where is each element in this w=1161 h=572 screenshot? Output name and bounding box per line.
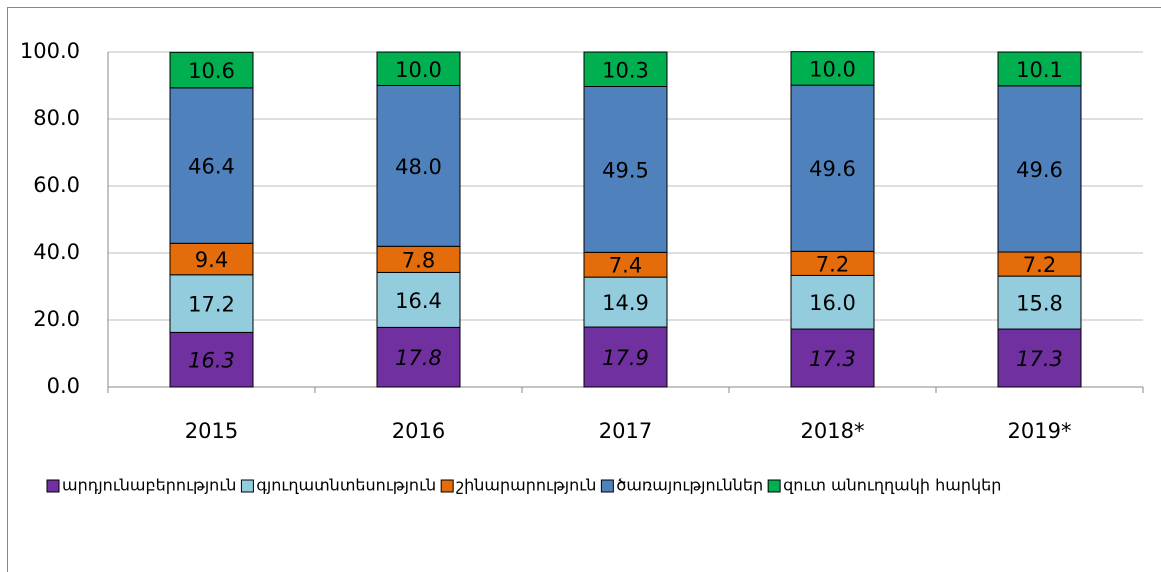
bar-segment [376, 326, 461, 388]
legend-label: շինարարություն [456, 476, 596, 495]
bar-segment [376, 271, 461, 328]
value-label: 17.8 [395, 346, 442, 370]
bar-segment [169, 87, 254, 244]
x-tick-label: 2015 [185, 419, 238, 443]
bar-segment [376, 85, 461, 247]
value-label: 10.1 [1016, 58, 1063, 82]
bar-segment [790, 84, 875, 252]
bar-segment [583, 86, 668, 253]
y-tick-label: 100.0 [20, 39, 80, 63]
x-tick-label: 2016 [392, 419, 445, 443]
value-label: 17.3 [1016, 347, 1063, 371]
value-label: 17.2 [188, 293, 235, 317]
value-label: 17.3 [809, 347, 856, 371]
value-label: 46.4 [188, 155, 235, 179]
value-label: 7.8 [402, 248, 435, 272]
value-label: 10.0 [809, 57, 856, 81]
bar-segment [583, 251, 668, 278]
legend-swatch [600, 479, 614, 493]
chart-border [7, 7, 1161, 572]
bar-segment [169, 51, 254, 89]
legend-swatch [440, 479, 454, 493]
bar-segment [169, 242, 254, 276]
y-tick-label: 0.0 [47, 374, 80, 398]
y-tick-label: 80.0 [33, 106, 80, 130]
bar-segment [997, 51, 1082, 87]
value-label: 15.8 [1016, 292, 1063, 316]
value-label: 16.0 [809, 291, 856, 315]
legend-swatch [46, 479, 60, 493]
value-label: 7.2 [816, 252, 849, 276]
bar-segment [583, 276, 668, 328]
value-label: 16.3 [188, 349, 235, 373]
value-label: 10.6 [188, 59, 235, 83]
bar-segment [790, 51, 875, 86]
value-label: 49.5 [602, 158, 649, 182]
legend-label: զուտ անուղղակի հարկեր [783, 476, 1001, 495]
x-tick-label: 2019* [1008, 419, 1072, 443]
legend-label: ծառայություններ [616, 476, 763, 495]
legend-label: արդյունաբերություն [62, 476, 236, 495]
value-label: 7.2 [1023, 253, 1056, 277]
value-label: 9.4 [195, 248, 228, 272]
y-tick-label: 40.0 [33, 240, 80, 264]
value-label: 10.0 [395, 58, 442, 82]
x-tick-label: 2018* [801, 419, 865, 443]
bar-segment [997, 251, 1082, 277]
value-label: 17.9 [602, 346, 649, 370]
bar-segment [376, 245, 461, 273]
value-label: 7.4 [609, 254, 642, 278]
value-label: 48.0 [395, 155, 442, 179]
value-label: 49.6 [1016, 158, 1063, 182]
legend-swatch [767, 479, 781, 493]
value-label: 14.9 [602, 291, 649, 315]
legend-swatch [240, 479, 254, 493]
value-label: 16.4 [395, 289, 442, 313]
value-label: 10.3 [602, 58, 649, 82]
bar-segment [583, 51, 668, 88]
bar-segment [376, 51, 461, 86]
bar-segment [997, 85, 1082, 253]
bar-segment [997, 328, 1082, 388]
y-tick-label: 20.0 [33, 307, 80, 331]
value-label: 49.6 [809, 157, 856, 181]
bar-segment [790, 274, 875, 330]
bar-segment [169, 331, 254, 388]
x-tick-label: 2017 [599, 419, 652, 443]
y-tick-label: 60.0 [33, 173, 80, 197]
bar-segment [583, 326, 668, 388]
legend-label: գյուղատնտեսություն [256, 476, 436, 495]
